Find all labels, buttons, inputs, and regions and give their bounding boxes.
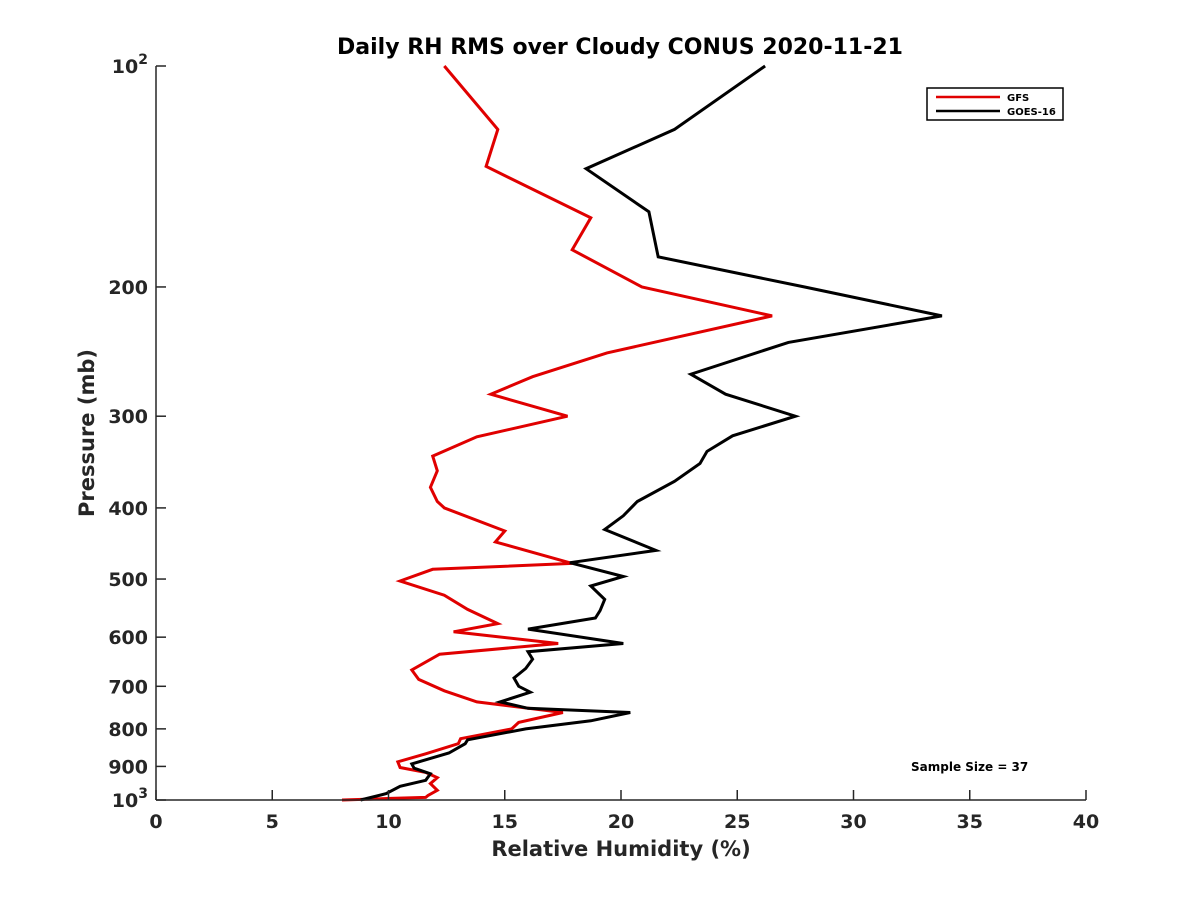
series-layer <box>341 64 943 802</box>
y-tick-label: 600 <box>108 627 148 649</box>
y-tick-label: 800 <box>108 719 148 741</box>
x-axis-label: Relative Humidity (%) <box>491 837 750 861</box>
x-tick-label: 20 <box>608 811 634 833</box>
x-tick-label: 35 <box>957 811 983 833</box>
x-tick-label: 15 <box>492 811 518 833</box>
series-line-goes16 <box>360 64 943 802</box>
y-tick-label: 400 <box>108 498 148 520</box>
legend-label-gfs: GFS <box>1007 93 1029 104</box>
x-ticks: 0 5 10 15 20 25 30 35 40 <box>149 790 1099 833</box>
x-tick-label: 10 <box>375 811 401 833</box>
x-tick-label: 30 <box>840 811 866 833</box>
y-tick-label: 103 <box>112 786 148 812</box>
x-tick-label: 40 <box>1073 811 1099 833</box>
y-ticks: 102 200 300 400 500 600 700 800 900 103 <box>108 52 166 812</box>
y-tick-label: 200 <box>108 277 148 299</box>
y-tick-label: 500 <box>108 569 148 591</box>
y-axis-label: Pressure (mb) <box>75 349 99 517</box>
sample-size-annotation: Sample Size = 37 <box>911 760 1028 774</box>
x-tick-label: 25 <box>724 811 750 833</box>
legend-label-goes16: GOES-16 <box>1007 107 1056 118</box>
y-tick-label: 102 <box>112 52 148 78</box>
x-tick-label: 5 <box>266 811 279 833</box>
y-tick-label: 900 <box>108 756 148 778</box>
legend: GFS GOES-16 <box>926 87 1064 121</box>
legend-box <box>926 87 1064 121</box>
y-tick-label: 700 <box>108 676 148 698</box>
chart-title: Daily RH RMS over Cloudy CONUS 2020-11-2… <box>337 35 903 60</box>
y-tick-label: 300 <box>108 406 148 428</box>
x-tick-label: 0 <box>149 811 162 833</box>
series-line-gfs <box>341 65 773 802</box>
